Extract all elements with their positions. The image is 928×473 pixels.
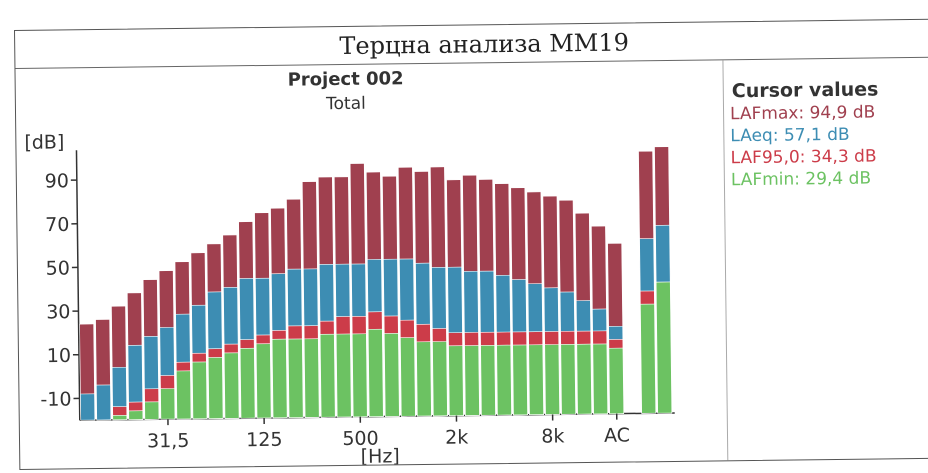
bar-lafmin	[176, 371, 191, 419]
chart-subtitle: Total	[325, 94, 366, 114]
bar-lafmin	[113, 415, 127, 420]
y-tick-label: 30	[46, 301, 70, 323]
bar-lafmin	[129, 411, 143, 420]
bar-lafmin	[513, 345, 528, 415]
bar-lafmin	[224, 353, 239, 419]
bar-laeq	[80, 394, 94, 420]
cursor-title: Cursor values	[732, 78, 928, 103]
bar-lafmin	[561, 344, 576, 414]
bar-lafmin	[593, 344, 608, 414]
bar-lafmin	[161, 388, 175, 419]
cursor-laeq: LAeq: 57,1 dB	[730, 124, 928, 147]
cursor-laf95: LAF95,0: 34,3 dB	[730, 146, 928, 169]
cursor-panel: Cursor values LAFmax: 94,9 dB LAeq: 57,1…	[723, 58, 928, 461]
x-tick-label: 8k	[541, 425, 564, 447]
x-tick-label: 2k	[445, 426, 468, 448]
bar-lafmin	[320, 334, 335, 417]
bar-lafmin	[656, 282, 672, 413]
y-tick-label: 50	[46, 258, 70, 280]
bar-lafmin	[497, 345, 512, 415]
bar-lafmin	[481, 345, 496, 415]
bar-lafmin	[192, 362, 207, 419]
y-tick-label: -10	[40, 388, 71, 410]
bar-lafmin	[368, 329, 383, 416]
x-tick-label: 31,5	[147, 430, 190, 453]
x-tick-label: 500	[342, 428, 379, 450]
bar-lafmin	[400, 338, 415, 417]
bar-lafmin	[272, 339, 287, 418]
bar-lafmin	[208, 357, 223, 418]
chart-title: Project 002	[288, 68, 404, 90]
x-tick-label: 125	[246, 429, 283, 451]
bar-lafmin	[288, 339, 303, 418]
bar-lafmin	[640, 304, 655, 413]
bar-lafmin	[240, 348, 255, 418]
bar-lafmin	[304, 339, 319, 418]
bar-lafmin	[609, 348, 624, 414]
bar-lafmin	[465, 345, 480, 415]
spectrum-chart: Project 002 Total [dB] [Hz] 9070503010-1…	[15, 60, 728, 469]
y-axis-label: [dB]	[24, 131, 64, 153]
bar-laeq	[96, 385, 110, 420]
analysis-frame: Терцна анализа MM19 Project 002 Total [d…	[14, 19, 928, 470]
bar-lafmin	[545, 345, 560, 415]
bar-lafmin	[384, 333, 399, 416]
plot-area: 90 70 50 30 10 -10 31,5 125 500 2k 8k AC	[37, 143, 675, 454]
cursor-lafmax: LAFmax: 94,9 dB	[730, 102, 928, 125]
cursor-lafmin: LAFmin: 29,4 dB	[731, 168, 928, 191]
bar-lafmin	[145, 402, 159, 420]
bar-lafmin	[336, 334, 351, 417]
bar-lafmin	[432, 342, 447, 416]
bar-lafmin	[529, 345, 544, 415]
bar-lafmin	[449, 346, 464, 416]
y-axis-line	[76, 150, 79, 420]
bar-lafmin	[577, 344, 592, 414]
y-tick-label: 70	[45, 214, 69, 236]
bar-lafmin	[352, 334, 367, 417]
bar-lafmin	[256, 344, 271, 418]
x-tick-label: AC	[604, 425, 630, 447]
y-tick-label: 90	[45, 170, 69, 192]
bar-lafmin	[416, 342, 431, 416]
y-tick-label: 10	[47, 345, 71, 367]
